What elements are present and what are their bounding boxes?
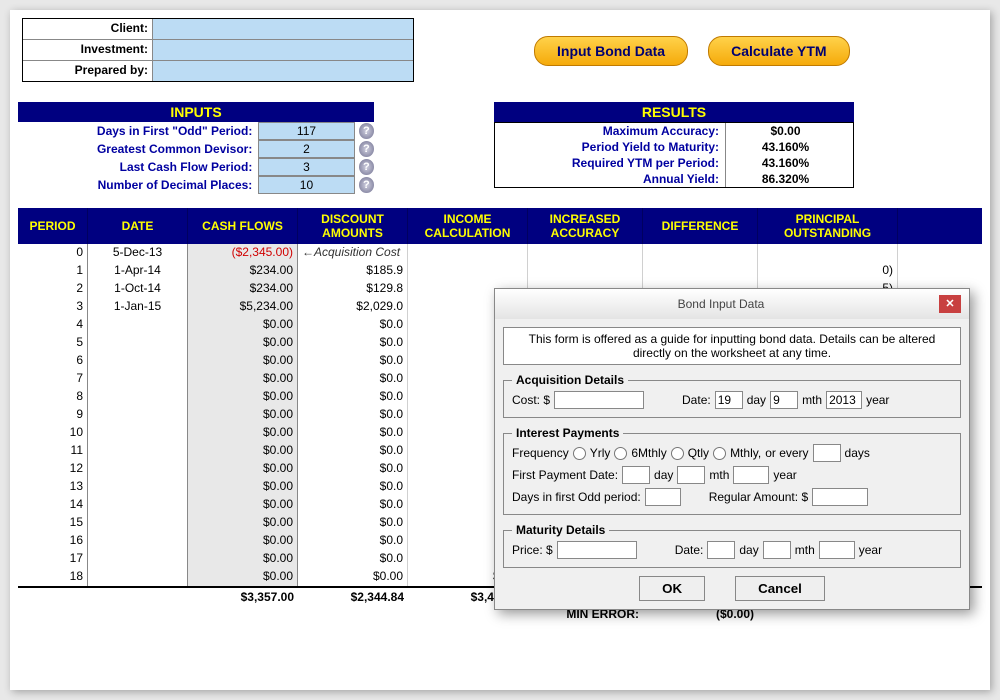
prepared-input[interactable]	[153, 61, 413, 81]
col-difference: DIFFERENCE	[643, 208, 758, 244]
col-discount: DISCOUNT AMOUNTS	[298, 208, 408, 244]
input-label: Number of Decimal Places:	[18, 177, 258, 193]
freq-qtly-radio[interactable]	[671, 447, 684, 460]
investment-label: Investment:	[23, 40, 153, 60]
inputs-title: INPUTS	[18, 102, 374, 122]
mat-day-input[interactable]	[707, 541, 735, 559]
odd-period-input[interactable]	[645, 488, 681, 506]
acq-mth-input[interactable]	[770, 391, 798, 409]
help-icon[interactable]: ?	[359, 141, 374, 157]
client-info-box: Client: Investment: Prepared by:	[22, 18, 414, 82]
freq-yrly-radio[interactable]	[573, 447, 586, 460]
acquisition-legend: Acquisition Details	[512, 373, 628, 387]
fp-mth-input[interactable]	[677, 466, 705, 484]
regular-amount-input[interactable]	[812, 488, 868, 506]
mat-date-label: Date:	[675, 543, 704, 557]
acq-day-input[interactable]	[715, 391, 743, 409]
acq-year-input[interactable]	[826, 391, 862, 409]
maturity-fieldset: Maturity Details Price: $ Date: day mth …	[503, 523, 961, 568]
cancel-button[interactable]: Cancel	[735, 576, 825, 601]
result-label: Period Yield to Maturity:	[495, 139, 725, 155]
input-value[interactable]: 3	[258, 158, 354, 176]
interest-fieldset: Interest Payments Frequency Yrly 6Mthly …	[503, 426, 961, 515]
result-label: Required YTM per Period:	[495, 155, 725, 171]
worksheet: Client: Investment: Prepared by: Input B…	[10, 10, 990, 690]
every-days-input[interactable]	[813, 444, 841, 462]
results-panel: RESULTS Maximum Accuracy: $0.00Period Yi…	[494, 102, 854, 194]
result-value: 86.320%	[725, 171, 845, 187]
acq-date-label: Date:	[682, 393, 711, 407]
freq-6mthly-radio[interactable]	[614, 447, 627, 460]
client-input[interactable]	[153, 19, 413, 39]
maturity-legend: Maturity Details	[512, 523, 609, 537]
dialog-message: This form is offered as a guide for inpu…	[503, 327, 961, 365]
col-income: INCOME CALCULATION	[408, 208, 528, 244]
input-value[interactable]: 2	[258, 140, 354, 158]
fp-day-input[interactable]	[622, 466, 650, 484]
mat-mth-input[interactable]	[763, 541, 791, 559]
result-value: $0.00	[725, 123, 845, 139]
cost-label: Cost: $	[512, 393, 550, 407]
investment-input[interactable]	[153, 40, 413, 60]
total-disc: $2,344.84	[298, 588, 408, 606]
freq-mthly-radio[interactable]	[713, 447, 726, 460]
fp-year-input[interactable]	[733, 466, 769, 484]
regular-amount-label: Regular Amount: $	[709, 490, 808, 504]
table-row[interactable]: 0 5-Dec-13 ($2,345.00) ←Acquisition Cost	[18, 244, 982, 262]
acquisition-fieldset: Acquisition Details Cost: $ Date: day mt…	[503, 373, 961, 418]
close-icon[interactable]: ✕	[939, 295, 961, 313]
input-label: Last Cash Flow Period:	[18, 159, 258, 175]
acquisition-note: ←Acquisition Cost	[298, 244, 408, 262]
inputs-panel: INPUTS Days in First "Odd" Period: 117 ?…	[18, 102, 374, 194]
input-label: Days in First "Odd" Period:	[18, 123, 258, 139]
result-value: 43.160%	[725, 139, 845, 155]
result-value: 43.160%	[725, 155, 845, 171]
col-accuracy: INCREASED ACCURACY	[528, 208, 643, 244]
input-value[interactable]: 10	[258, 176, 354, 194]
first-payment-label: First Payment Date:	[512, 468, 618, 482]
client-label: Client:	[23, 19, 153, 39]
input-value[interactable]: 117	[258, 122, 354, 140]
help-icon[interactable]: ?	[359, 159, 374, 175]
ok-button[interactable]: OK	[639, 576, 705, 601]
col-period: PERIOD	[18, 208, 88, 244]
help-icon[interactable]: ?	[359, 123, 374, 139]
col-date: DATE	[88, 208, 188, 244]
price-label: Price: $	[512, 543, 553, 557]
input-bond-data-button[interactable]: Input Bond Data	[534, 36, 688, 66]
result-label: Annual Yield:	[495, 171, 725, 187]
calculate-ytm-button[interactable]: Calculate YTM	[708, 36, 849, 66]
total-cf: $3,357.00	[188, 588, 298, 606]
cost-input[interactable]	[554, 391, 644, 409]
table-row[interactable]: 1 1-Apr-14 $234.00 $185.9 0)	[18, 262, 982, 280]
results-title: RESULTS	[494, 102, 854, 122]
frequency-label: Frequency	[512, 446, 569, 460]
bond-input-dialog: Bond Input Data ✕ This form is offered a…	[494, 288, 970, 610]
result-label: Maximum Accuracy:	[495, 123, 725, 139]
prepared-label: Prepared by:	[23, 61, 153, 81]
dialog-title: Bond Input Data	[503, 297, 939, 311]
col-principal: PRINCIPAL OUTSTANDING	[758, 208, 898, 244]
odd-period-label: Days in first Odd period:	[512, 490, 641, 504]
interest-legend: Interest Payments	[512, 426, 623, 440]
col-cash-flows: CASH FLOWS	[188, 208, 298, 244]
price-input[interactable]	[557, 541, 637, 559]
input-label: Greatest Common Devisor:	[18, 141, 258, 157]
help-icon[interactable]: ?	[359, 177, 374, 193]
mat-year-input[interactable]	[819, 541, 855, 559]
